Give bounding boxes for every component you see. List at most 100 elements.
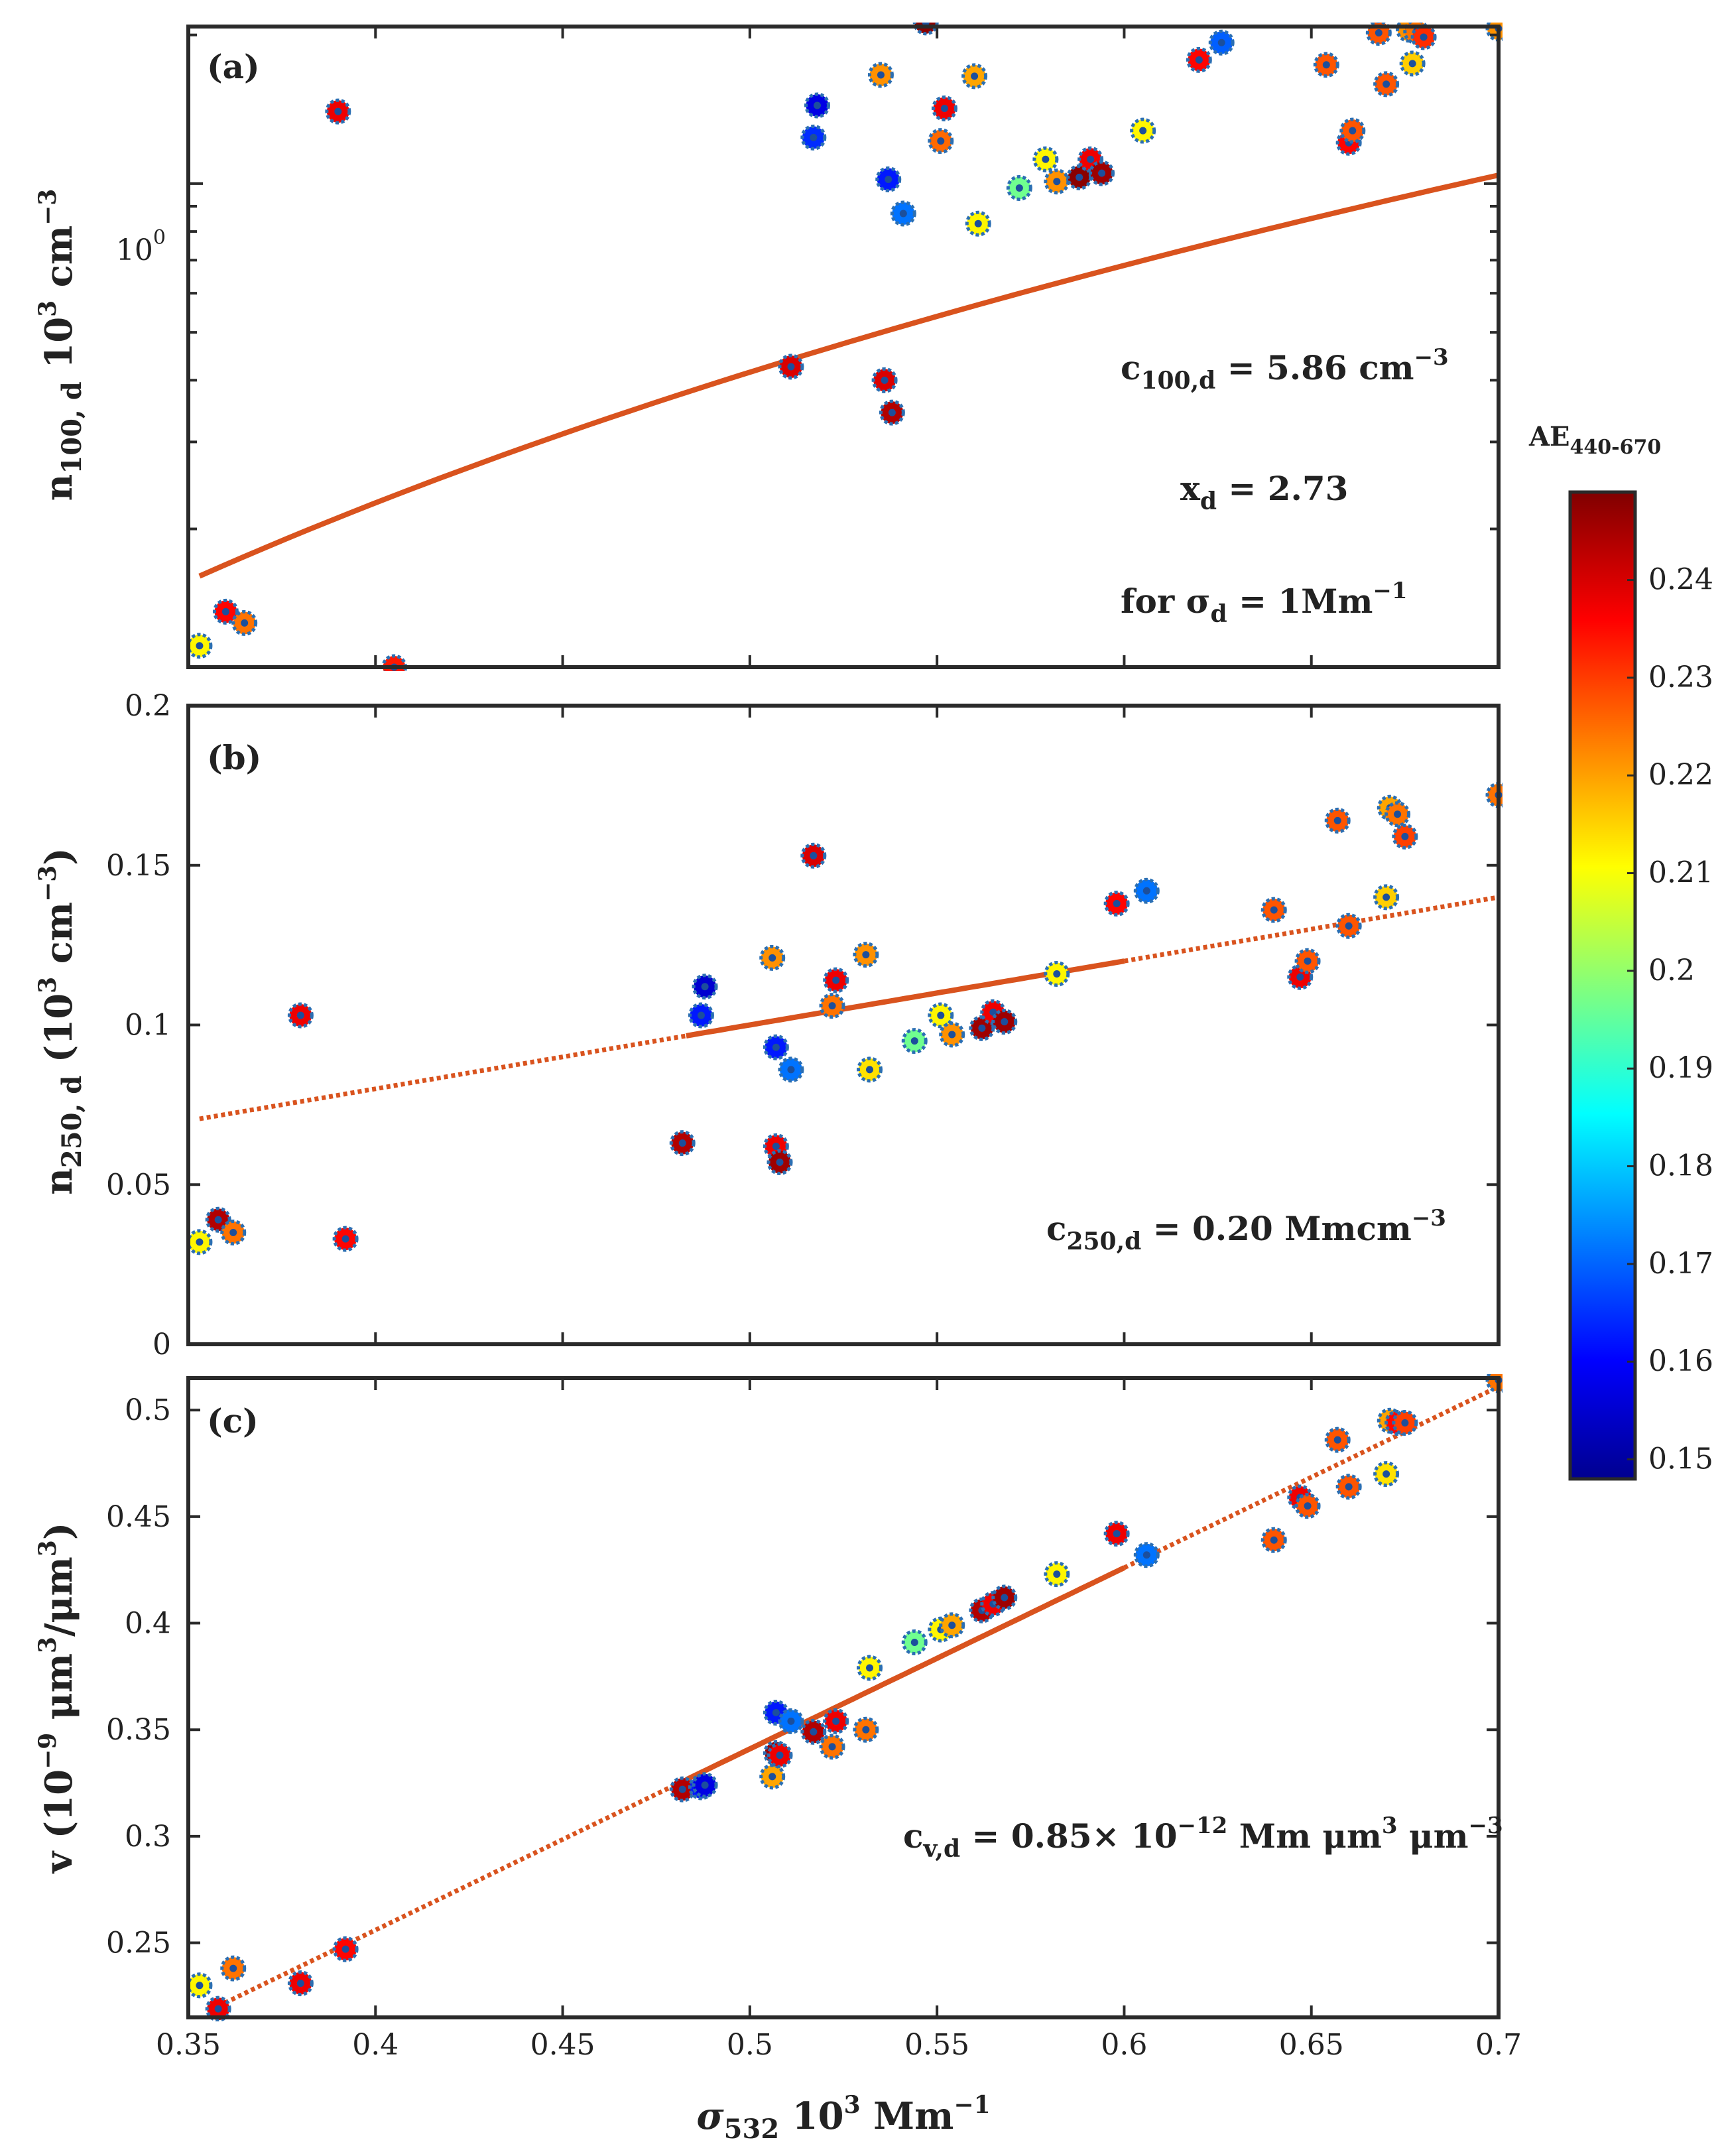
data-point: [871, 367, 898, 393]
marker-center: [1333, 1436, 1341, 1444]
marker-center: [948, 1031, 956, 1039]
marker-center: [978, 1024, 986, 1032]
marker-center: [832, 1717, 840, 1725]
marker-center: [910, 1037, 918, 1045]
data-point: [1103, 891, 1130, 917]
marker-center: [971, 72, 979, 80]
data-point: [1044, 1561, 1070, 1588]
data-point: [759, 1763, 786, 1790]
data-point: [1133, 877, 1160, 904]
data-point: [1373, 1461, 1400, 1488]
data-point: [220, 1219, 247, 1245]
y-tick-label: 0.05: [106, 1168, 171, 1202]
marker-center: [1304, 1502, 1312, 1510]
data-point: [1208, 29, 1235, 56]
data-point: [901, 1028, 928, 1054]
data-point: [332, 1936, 359, 1962]
data-point: [205, 1996, 231, 2021]
marker-center: [937, 1011, 945, 1019]
data-point: [332, 1226, 359, 1252]
colorbar-tick-label: 0.2: [1648, 954, 1695, 987]
data-point: [912, 23, 939, 36]
data-point: [931, 95, 957, 121]
fit-segment-solid: [198, 172, 1499, 579]
marker-center: [1053, 178, 1061, 186]
y-axis-label-c: v (10−9 μm3/μm3): [34, 1523, 81, 1875]
annotation-c250d: c250,d = 0.20 Mmcm−3: [1046, 1205, 1446, 1255]
marker-center: [1142, 887, 1150, 895]
colorbar-tick-label: 0.18: [1648, 1149, 1713, 1183]
data-point: [1089, 160, 1115, 186]
marker-center: [697, 1011, 705, 1019]
marker-center: [1113, 1530, 1121, 1538]
ytick-a-label: 100: [116, 226, 166, 267]
marker-center: [1142, 1551, 1150, 1559]
data-point: [1294, 1493, 1321, 1519]
marker-center: [828, 1743, 836, 1751]
marker-center: [772, 1043, 780, 1051]
marker-center: [1375, 29, 1383, 36]
marker-center: [341, 1235, 349, 1243]
data-point: [1373, 884, 1400, 911]
marker-center: [678, 1785, 686, 1793]
data-point: [1392, 1409, 1418, 1436]
marker-center: [1394, 810, 1402, 818]
data-point: [819, 993, 845, 1019]
marker-center: [1322, 61, 1330, 69]
axes-frame-a: [186, 25, 1501, 669]
marker-center: [229, 1228, 237, 1236]
x-tick-label: 0.7: [1475, 2028, 1522, 2062]
data-point: [800, 1718, 827, 1745]
data-point: [1261, 1527, 1287, 1553]
marker-center: [1401, 832, 1409, 840]
panel-c: 0.35 0.4 0.45 0.5 0.55 0.6 0.65 0.7 0.25 0.3 0.35 0…: [34, 1374, 1522, 2062]
marker-center: [1195, 56, 1203, 64]
marker-center: [1296, 973, 1304, 981]
y-tick-label: 0.3: [125, 1820, 171, 1854]
marker-center: [769, 954, 776, 962]
colorbar-tick-label: 0.17: [1648, 1247, 1713, 1281]
data-point: [763, 1034, 789, 1060]
panel-b: 0 0.05 0.1 0.15 0.2 (b) n250, d (103 cm−3) c…: [34, 689, 1503, 1362]
y-tick-label: 0.1: [125, 1009, 171, 1043]
data-point: [965, 210, 991, 237]
data-point: [1044, 168, 1070, 195]
marker-center: [772, 1708, 780, 1716]
data-point: [857, 1056, 883, 1083]
data-point: [867, 62, 894, 88]
marker-center: [1383, 893, 1390, 901]
marker-center: [1349, 127, 1357, 135]
data-point: [928, 1002, 954, 1029]
data-point: [819, 1734, 845, 1760]
data-point: [1335, 913, 1362, 939]
marker-center: [701, 1781, 709, 1789]
data-point: [1133, 1542, 1160, 1568]
data-point: [186, 633, 213, 659]
data-point: [1335, 1474, 1362, 1500]
colorbar-tick-label: 0.23: [1648, 661, 1713, 694]
data-point: [692, 974, 718, 1000]
marker-center: [888, 409, 896, 416]
marker-center: [296, 1011, 304, 1019]
fit-segment-dotted: [217, 1777, 688, 2009]
marker-center: [881, 376, 889, 384]
marker-ring: [912, 23, 939, 36]
marker-center: [334, 107, 342, 115]
panel-label-b: (b): [207, 738, 261, 777]
data-point: [231, 609, 258, 636]
colorbar-gradient: [1568, 490, 1637, 1481]
data-point: [692, 1772, 718, 1799]
data-point: [212, 598, 239, 625]
marker-center: [832, 976, 840, 984]
data-point: [879, 399, 905, 426]
data-point: [939, 1021, 965, 1048]
data-point: [778, 1708, 804, 1734]
axes-frame-b: [186, 704, 1501, 1346]
panel-label-a: (a): [207, 47, 260, 86]
data-point: [804, 92, 830, 119]
data-point: [823, 967, 849, 993]
data-point: [823, 1708, 849, 1734]
fit-line-b: [199, 895, 1499, 1121]
data-point: [991, 1009, 1018, 1035]
data-point: [186, 1972, 213, 1999]
